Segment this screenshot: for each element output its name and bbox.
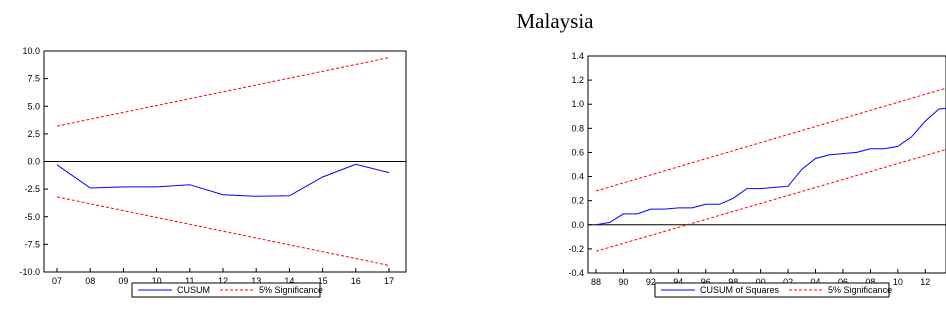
y-tick-label: 1.2	[571, 75, 584, 85]
significance-band-line	[595, 149, 946, 252]
series-line	[595, 107, 946, 226]
x-tick-label: 09	[118, 276, 128, 286]
y-tick-label: 10.0	[22, 46, 40, 56]
y-tick-label: -2.5	[24, 184, 40, 194]
y-tick-label: -5.0	[24, 212, 40, 222]
y-tick-label: 1.4	[571, 51, 584, 61]
y-tick-label: -10.0	[19, 267, 40, 277]
figure-title: Malaysia	[517, 9, 595, 33]
y-tick-label: 0.6	[571, 147, 584, 157]
x-tick-label: 07	[52, 276, 62, 286]
significance-band-line	[56, 196, 390, 266]
y-tick-label: 0.0	[27, 157, 40, 167]
plot-frame	[587, 55, 946, 274]
x-tick-label: 88	[591, 277, 601, 287]
x-tick-label: 17	[384, 276, 394, 286]
x-tick-label: 92	[646, 277, 656, 287]
x-tick-label: 96	[701, 277, 711, 287]
y-tick-label: -7.5	[24, 239, 40, 249]
series-line	[56, 163, 390, 197]
x-tick-label: 12	[920, 277, 930, 287]
y-tick-label: -0.2	[568, 244, 584, 254]
x-tick-label: 13	[251, 276, 261, 286]
x-tick-label: 98	[728, 277, 738, 287]
y-tick-label: 0.4	[571, 172, 584, 182]
x-tick-label: 08	[865, 277, 875, 287]
y-tick-label: 5.0	[27, 101, 40, 111]
legend-entry: 5% Significance	[259, 285, 323, 295]
x-tick-label: 10	[152, 276, 162, 286]
x-tick-label: 90	[618, 277, 628, 287]
y-tick-label: 7.5	[27, 74, 40, 84]
significance-band-line	[595, 87, 946, 192]
legend-entry: CUSUM	[177, 285, 210, 295]
legend-box	[654, 282, 890, 298]
x-tick-label: 94	[673, 277, 683, 287]
y-tick-label: 0.2	[571, 196, 584, 206]
cusum-squares-chart: -0.4 -0.2 0.0 0.2 0.4 0.6 0.8 1.0 1.2 1.4 88 90 92 94…	[568, 51, 946, 298]
x-tick-label: 15	[318, 276, 328, 286]
y-tick-label: 1.0	[571, 99, 584, 109]
x-tick-label: 12	[218, 276, 228, 286]
x-tick-label: 10	[893, 277, 903, 287]
legend-entry: 5% Significance	[828, 285, 892, 295]
y-tick-label: 0.8	[571, 123, 584, 133]
x-tick-label: 14	[284, 276, 294, 286]
significance-band-line	[56, 57, 390, 127]
x-tick-label: 00	[756, 277, 766, 287]
y-tick-label: 0.0	[571, 220, 584, 230]
x-tick-label: 16	[351, 276, 361, 286]
x-tick-label: 11	[185, 276, 194, 286]
y-tick-label: 2.5	[27, 129, 40, 139]
x-tick-label: 04	[811, 277, 821, 287]
legend-entry: CUSUM of Squares	[700, 285, 780, 295]
cusum-chart: -10.0 -7.5 -5.0 -2.5 0.0 2.5 5.0 7.5 10.0 07 08 09 1…	[19, 46, 407, 298]
y-tick-label: -0.4	[568, 268, 584, 278]
x-tick-label: 02	[783, 277, 793, 287]
x-tick-label: 08	[85, 276, 95, 286]
x-tick-label: 06	[838, 277, 848, 287]
